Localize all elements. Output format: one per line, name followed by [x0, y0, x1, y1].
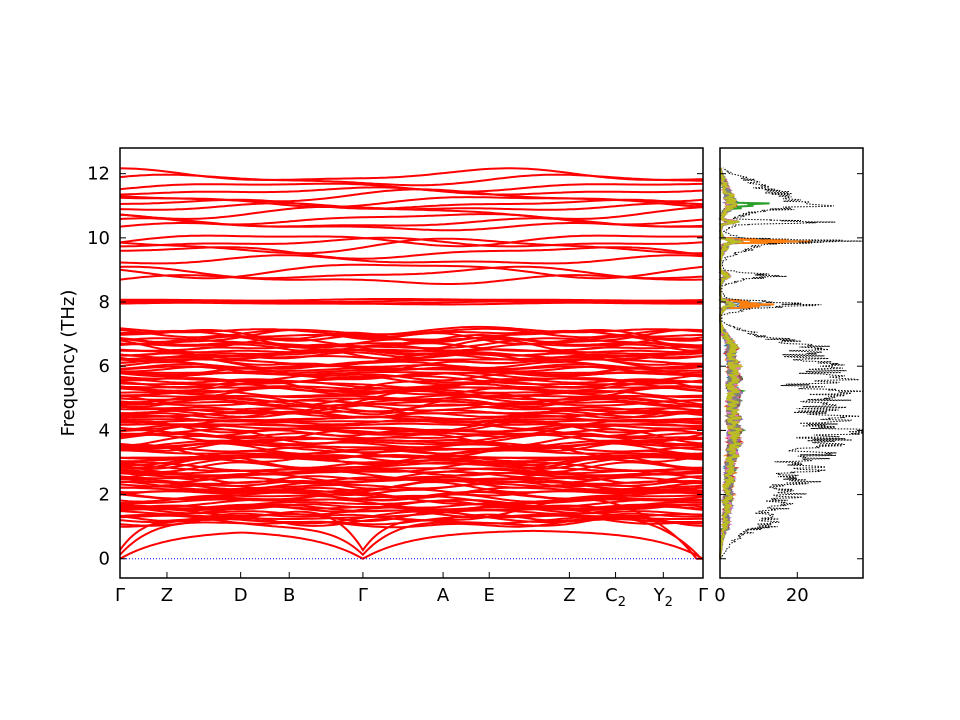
- x-tick-label: Γ: [698, 585, 708, 606]
- optical-branch: [119, 448, 704, 456]
- dos-panel: 0 20: [714, 147, 864, 606]
- optical-branch: [119, 467, 704, 477]
- total-dos-curve: [719, 167, 864, 560]
- optical-branch: [119, 367, 704, 382]
- optical-branch: [120, 498, 704, 509]
- optical-branch: [119, 390, 704, 401]
- dos-x-tick-label: 20: [786, 585, 809, 606]
- y-tick-label: 10: [87, 228, 110, 249]
- optical-branch: [119, 505, 704, 519]
- optical-branch: [119, 404, 704, 418]
- x-tick-label: E: [484, 585, 495, 606]
- optical-branch: [119, 360, 704, 369]
- optical-branch: [119, 498, 704, 511]
- optical-branch: [119, 392, 704, 408]
- optical-branch: [119, 420, 703, 434]
- optical-branch: [120, 298, 704, 302]
- optical-branch: [120, 385, 704, 395]
- optical-branch: [120, 508, 704, 523]
- optical-branch: [119, 337, 704, 352]
- y-tick-label: 6: [99, 356, 110, 377]
- optical-branch: [119, 372, 704, 386]
- optical-branch: [119, 452, 704, 466]
- x-tick-label: Z: [563, 585, 575, 606]
- y-tick-label: 12: [87, 164, 110, 185]
- x-tick-subscript: 2: [665, 595, 673, 610]
- optical-branch: [119, 274, 703, 285]
- optical-branch: [119, 460, 704, 472]
- optical-branch: [119, 414, 703, 423]
- partial-dos-curves: [717, 167, 812, 559]
- acoustic-branch: [119, 515, 704, 560]
- optical-branch: [119, 348, 704, 356]
- optical-branch: [119, 202, 704, 211]
- optical-branch: [119, 371, 704, 385]
- optical-branch: [119, 445, 703, 459]
- y-tick-label: 8: [99, 292, 110, 313]
- acoustic-branch: [119, 529, 704, 560]
- optical-branch: [119, 469, 704, 480]
- optical-branch: [119, 263, 704, 280]
- optical-branch: [120, 399, 703, 407]
- y-tick-label: 2: [99, 485, 110, 506]
- optical-branch: [119, 237, 704, 255]
- band-plot-frame: [119, 147, 704, 579]
- optical-branch: [119, 420, 704, 433]
- optical-branch: [119, 167, 704, 182]
- optical-branch: [119, 265, 704, 280]
- optical-branch: [119, 363, 704, 373]
- dos-y-ticks: [720, 173, 863, 560]
- band-structure-panel: 0 2 4 6 8 10 12 Γ Z D B Γ A E Z C2 Y2 Γ Frequency (THz): [58, 147, 708, 610]
- optical-branch: [119, 234, 703, 248]
- optical-branch: [119, 443, 704, 459]
- optical-branch: [119, 422, 703, 427]
- optical-branch: [120, 407, 704, 419]
- dos-x-ticks: 0 20: [714, 572, 809, 606]
- x-tick-label: D: [234, 585, 248, 606]
- optical-branch: [119, 503, 704, 513]
- band-y-ticks: 0 2 4 6 8 10 12: [87, 164, 703, 570]
- optical-branch: [119, 182, 703, 193]
- optical-branch: [120, 236, 704, 248]
- y-axis-label: Frequency (THz): [58, 290, 79, 437]
- x-tick-label: A: [437, 585, 450, 606]
- optical-branch: [119, 338, 704, 354]
- x-tick-label: Γ: [115, 585, 125, 606]
- x-tick-label: Z: [161, 585, 173, 606]
- optical-branch: [119, 433, 704, 447]
- optical-branch: [120, 300, 704, 305]
- optical-branch: [119, 461, 704, 474]
- optical-branch: [119, 213, 704, 226]
- optical-branch: [119, 325, 704, 337]
- optical-branch: [119, 329, 703, 339]
- y-tick-label: 0: [99, 549, 110, 570]
- x-tick-label: Γ: [358, 585, 368, 606]
- optical-branch: [119, 480, 704, 491]
- band-lines: [119, 167, 704, 560]
- optical-branch: [119, 479, 704, 490]
- optical-branch: [120, 503, 704, 512]
- dos-plot-frame: [719, 147, 864, 579]
- optical-branch: [120, 486, 703, 499]
- optical-branch: [119, 472, 704, 484]
- optical-branch: [119, 494, 703, 509]
- x-tick-subscript: 2: [618, 595, 626, 610]
- optical-branch: [119, 400, 704, 415]
- x-tick-label: B: [283, 585, 295, 606]
- optical-branch: [119, 254, 704, 265]
- dos-x-tick-label: 0: [714, 585, 725, 606]
- optical-branch: [119, 327, 704, 339]
- y-tick-label: 4: [99, 420, 110, 441]
- x-tick-label: Y2: [653, 585, 673, 610]
- x-tick-label: C2: [605, 585, 626, 610]
